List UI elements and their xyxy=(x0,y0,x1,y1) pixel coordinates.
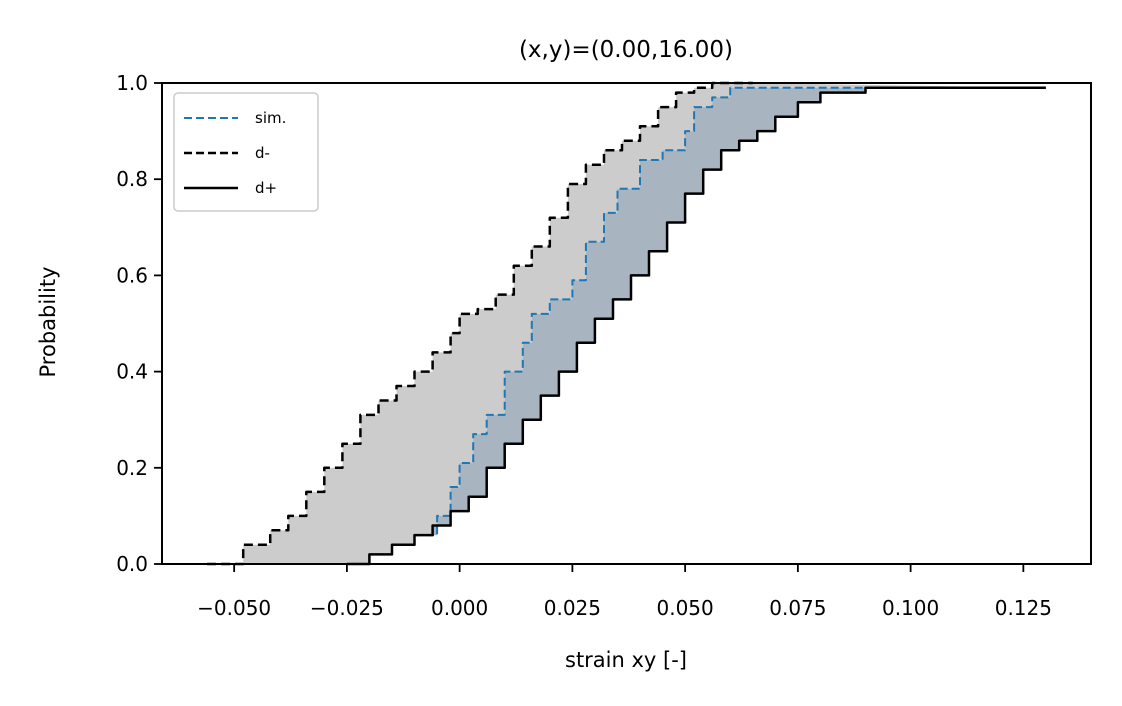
y-tick-label: 1.0 xyxy=(116,71,148,95)
x-tick-label: 0.125 xyxy=(995,596,1052,620)
x-axis-label: strain xy [-] xyxy=(565,648,687,672)
legend-items: sim. d-d+ xyxy=(184,109,286,197)
chart-title: (x,y)=(0.00,16.00) xyxy=(519,37,733,63)
y-axis-label: Probability xyxy=(36,266,60,377)
y-tick-label: 0.8 xyxy=(116,167,148,191)
axes-frame xyxy=(161,82,1092,565)
y-tick-label: 0.6 xyxy=(116,263,148,287)
fill-region-2 xyxy=(346,87,1046,565)
y-tick-label: 0.4 xyxy=(116,360,148,384)
y-tick-label: 0.0 xyxy=(116,552,148,576)
legend-label: d- xyxy=(255,144,270,162)
fill-region-1 xyxy=(207,83,1046,564)
series-lines xyxy=(207,81,1046,566)
series-line-d xyxy=(346,86,1046,566)
series-line-sim xyxy=(346,86,1046,565)
x-tick-label: 0.000 xyxy=(431,596,488,620)
y-tick-label: 0.2 xyxy=(116,456,148,480)
plot-area xyxy=(207,81,1046,566)
x-tick-label: −0.025 xyxy=(310,596,384,620)
legend-label: sim. xyxy=(255,109,286,127)
legend-box xyxy=(173,92,319,212)
x-tick-label: 0.025 xyxy=(544,596,601,620)
x-axis-ticks: −0.050 −0.025 0.000 0.025 0.050 0.075 0.100 0.1… xyxy=(197,564,1052,620)
x-tick-label: 0.050 xyxy=(656,596,713,620)
y-axis-ticks: 0.0 0.2 0.4 0.6 0.8 1.0 xyxy=(116,71,162,576)
legend: sim. d-d+ xyxy=(173,92,319,212)
x-tick-label: −0.050 xyxy=(197,596,271,620)
x-tick-label: 0.100 xyxy=(882,596,939,620)
series-line-d xyxy=(207,81,753,566)
x-tick-label: 0.075 xyxy=(769,596,826,620)
fill-regions xyxy=(207,83,1046,565)
legend-label: d+ xyxy=(255,179,277,197)
